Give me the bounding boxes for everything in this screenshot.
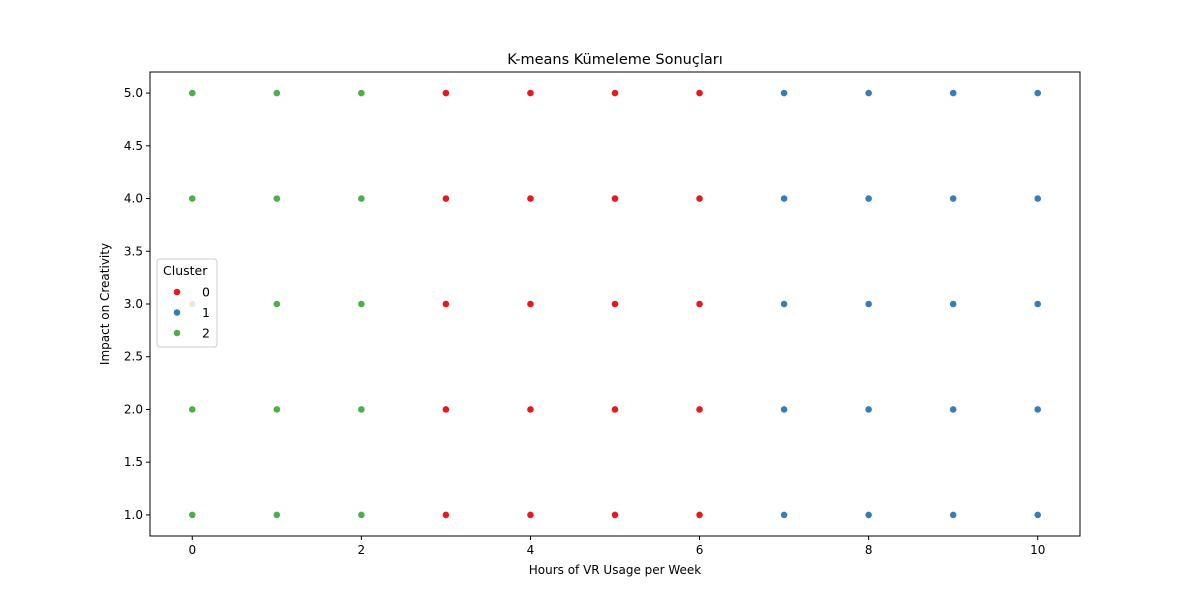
y-tick-label: 3.5 — [124, 244, 143, 258]
legend-entry: 1 — [202, 305, 210, 320]
data-point — [864, 194, 873, 203]
data-point — [442, 194, 450, 203]
x-tick-label: 4 — [527, 543, 535, 557]
data-point — [780, 194, 788, 203]
x-axis-label: Hours of VR Usage per Week — [529, 563, 702, 577]
data-point — [526, 511, 535, 519]
legend-marker — [173, 308, 181, 317]
data-point — [272, 89, 281, 97]
data-point — [188, 405, 197, 414]
data-point — [1033, 405, 1042, 414]
data-point — [526, 300, 535, 308]
y-tick-label: 2.0 — [124, 402, 143, 416]
data-point — [526, 194, 535, 203]
x-tick-label: 8 — [865, 543, 873, 557]
data-point — [188, 511, 197, 519]
data-point — [695, 405, 704, 414]
data-point — [357, 405, 366, 414]
data-point — [949, 194, 958, 203]
y-tick-label: 5.0 — [124, 86, 143, 100]
legend-marker — [173, 288, 181, 296]
data-point — [272, 300, 281, 308]
data-point — [695, 89, 704, 97]
data-point — [611, 300, 619, 308]
y-tick-label: 3.0 — [124, 297, 143, 311]
data-point — [611, 405, 619, 414]
data-point — [949, 89, 958, 97]
x-tick-label: 2 — [358, 543, 366, 557]
data-point — [780, 511, 788, 519]
data-point — [272, 511, 281, 519]
legend-marker — [173, 329, 181, 337]
x-tick-label: 6 — [696, 543, 704, 557]
legend-entry: 0 — [202, 285, 210, 300]
data-point — [526, 89, 535, 97]
y-tick-label: 4.5 — [124, 139, 143, 153]
data-point — [357, 89, 366, 97]
data-point — [1033, 194, 1042, 203]
data-point — [780, 89, 788, 97]
chart-title: K-means Kümeleme Sonuçları — [507, 52, 722, 68]
data-point — [442, 405, 450, 414]
data-point — [1033, 89, 1042, 97]
y-tick-label: 4.0 — [124, 192, 143, 206]
y-tick-label: 2.5 — [124, 350, 143, 364]
data-point — [442, 89, 450, 97]
data-points — [188, 89, 1042, 519]
legend-title: Cluster — [163, 263, 208, 278]
data-point — [526, 405, 535, 414]
y-tick-label: 1.5 — [124, 455, 143, 469]
x-tick-label: 0 — [188, 543, 196, 557]
data-point — [272, 405, 281, 414]
data-point — [188, 194, 197, 203]
data-point — [864, 300, 873, 308]
data-point — [780, 300, 788, 308]
data-point — [864, 89, 873, 97]
plot-frame — [149, 71, 1081, 537]
data-point — [1033, 511, 1042, 519]
data-point — [611, 89, 619, 97]
data-point — [864, 405, 873, 414]
data-point — [272, 194, 281, 203]
x-axis-ticks: 0 2 4 6 8 10 — [188, 536, 1045, 557]
data-point — [780, 405, 788, 414]
x-tick-label: 10 — [1030, 543, 1045, 557]
data-point — [357, 194, 366, 203]
y-axis-label: Impact on Creativity — [98, 243, 112, 365]
data-point — [949, 511, 958, 519]
data-point — [695, 194, 704, 203]
data-point — [611, 511, 619, 519]
data-point — [949, 405, 958, 414]
data-point — [695, 300, 704, 308]
data-point — [695, 511, 704, 519]
legend-box — [156, 258, 218, 348]
data-point — [442, 300, 450, 308]
data-point — [188, 89, 197, 97]
data-point — [949, 300, 958, 308]
data-point — [864, 511, 873, 519]
data-point — [357, 511, 366, 519]
y-axis-ticks: 1.0 1.5 2.0 2.5 3.0 3.5 4.0 4.5 5.0 — [124, 86, 150, 522]
data-point — [442, 511, 450, 519]
data-point — [357, 300, 366, 308]
data-point — [611, 194, 619, 203]
data-point — [1033, 300, 1042, 308]
y-tick-label: 1.0 — [124, 508, 143, 522]
legend: Cluster 0 1 2 — [156, 258, 218, 348]
legend-entry: 2 — [202, 326, 210, 341]
